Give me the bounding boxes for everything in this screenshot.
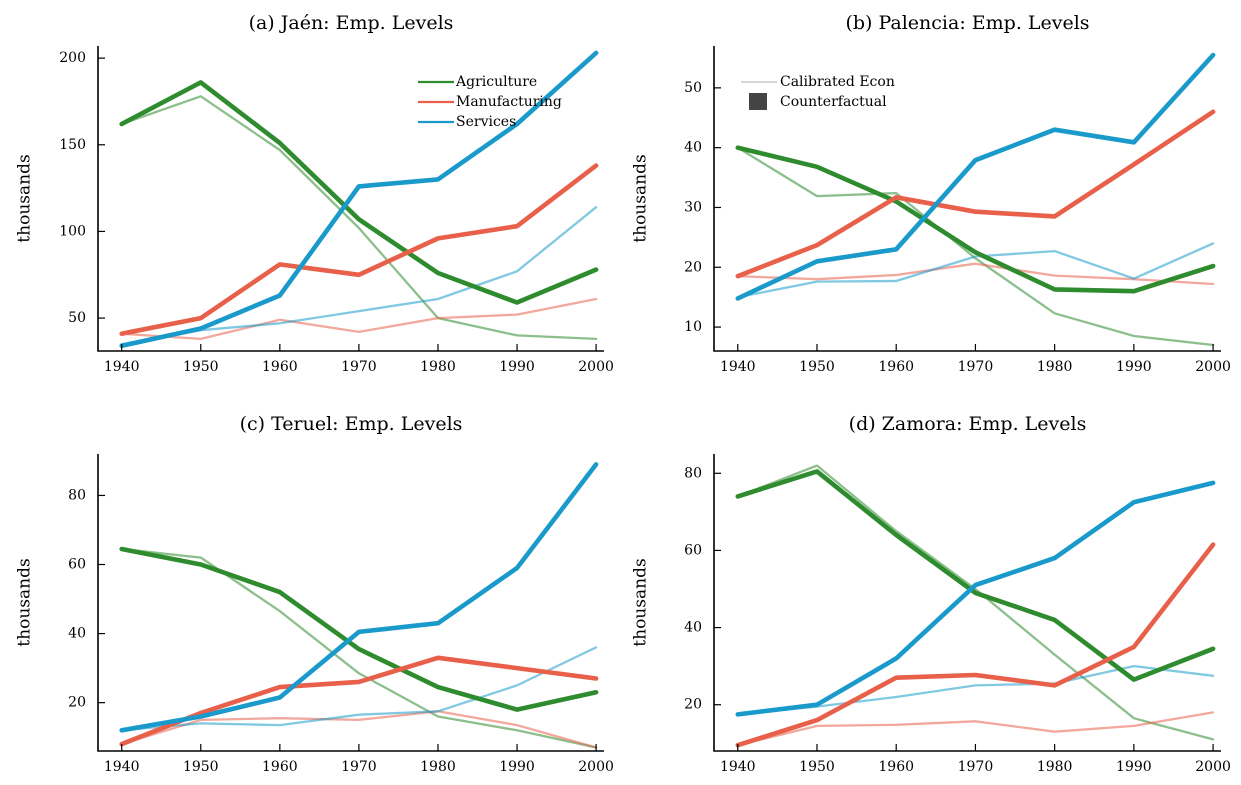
y-axis-label: thousands [15,558,35,646]
x-tick-label: 1990 [499,759,535,775]
series-line-manufacturing-calibrated [120,710,598,749]
series-line-services-counterfactual [119,462,599,733]
y-tick-label: 60 [68,557,86,573]
series-line-agriculture-counterfactual [735,469,1216,682]
series-line-services-counterfactual [735,52,1216,301]
x-tick-label: 1990 [1116,359,1152,375]
x-tick-label: 1960 [878,359,914,375]
series-line-manufacturing-counterfactual [735,109,1216,279]
series-line-agriculture-calibrated [736,464,1215,741]
y-tick-label: 20 [684,697,702,713]
x-tick-label: 1980 [420,359,456,375]
series-line-agriculture-counterfactual [735,145,1216,294]
y-tick-label: 10 [684,319,702,335]
legend-label-counterfactual: Counterfactual [780,94,887,110]
x-tick-label: 1960 [878,759,914,775]
x-tick-label: 1970 [958,759,994,775]
x-tick-label: 1940 [720,359,756,375]
legend-swatch-counterfactual [749,93,767,110]
axis-frame [713,46,1221,352]
x-tick-label: 1990 [1116,759,1152,775]
axis-frame [713,454,1221,752]
y-tick-label: 50 [684,80,702,96]
y-tick-label: 40 [684,140,702,156]
series-line-manufacturing-counterfactual [119,163,599,337]
y-axis-label: thousands [631,558,651,646]
x-tick-label: 1980 [1037,359,1073,375]
x-tick-label: 1960 [262,359,298,375]
y-tick-label: 20 [684,259,702,275]
x-tick-label: 2000 [578,359,614,375]
x-tick-label: 1970 [958,359,994,375]
series-line-agriculture-calibrated [120,547,598,749]
series-line-agriculture-counterfactual [119,546,599,712]
series-line-services-counterfactual [735,480,1216,717]
series-line-manufacturing-calibrated [120,297,598,341]
y-tick-label: 60 [684,542,702,558]
x-tick-label: 1980 [1037,759,1073,775]
x-tick-label: 1970 [341,359,377,375]
y-axis-label: thousands [631,154,651,242]
y-tick-label: 100 [59,223,86,239]
x-tick-label: 1950 [183,359,219,375]
x-tick-label: 2000 [1195,359,1231,375]
chart-title: (a) Jaén: Emp. Levels [249,12,454,34]
y-tick-label: 50 [68,310,86,326]
x-tick-label: 1940 [104,759,140,775]
panel-1: (a) Jaén: Emp. Levels thousands 1940 1950 19… [15,12,614,375]
chart-title: (c) Teruel: Emp. Levels [240,413,463,435]
x-tick-label: 1970 [341,759,377,775]
panel-3: (c) Teruel: Emp. Levels thousands 1940 1950… [15,413,614,775]
y-tick-label: 150 [59,137,86,153]
legend-label-manufacturing: Manufacturing [456,94,562,110]
x-tick-label: 2000 [578,759,614,775]
series-line-services-calibrated [120,646,598,732]
y-tick-label: 30 [684,199,702,215]
x-tick-label: 1950 [799,359,835,375]
series-line-agriculture-counterfactual [119,80,599,305]
axis-frame [97,454,604,752]
y-tick-label: 200 [59,50,86,66]
x-tick-label: 1940 [720,759,756,775]
legend-styles: Calibrated Econ Counterfactual [741,74,895,110]
series-line-manufacturing-calibrated [736,711,1215,747]
series-line-agriculture-calibrated [120,95,598,341]
y-tick-label: 40 [684,620,702,636]
legend-sectors: Agriculture Manufacturing Services [418,74,562,130]
x-tick-label: 1960 [262,759,298,775]
y-tick-label: 80 [68,487,86,503]
series-line-manufacturing-counterfactual [735,542,1216,748]
x-tick-label: 1950 [799,759,835,775]
panel-4: (d) Zamora: Emp. Levels thousands 1940 1950… [631,413,1231,775]
chart-title: (b) Palencia: Emp. Levels [845,12,1089,34]
y-tick-label: 40 [68,626,86,642]
x-tick-label: 1990 [499,359,535,375]
legend-label-calibrated: Calibrated Econ [780,74,895,90]
legend-label-services: Services [456,114,516,130]
legend-label-agriculture: Agriculture [455,74,537,90]
y-tick-label: 80 [684,465,702,481]
series-line-manufacturing-counterfactual [119,655,599,747]
x-tick-label: 1940 [104,359,140,375]
series-line-agriculture-calibrated [736,146,1215,347]
x-tick-label: 1980 [420,759,456,775]
y-tick-label: 20 [68,695,86,711]
series-line-services-calibrated [736,242,1215,299]
y-axis-label: thousands [15,154,35,242]
x-tick-label: 2000 [1195,759,1231,775]
panel-2: (b) Palencia: Emp. Levels thousands 1940 19… [631,12,1231,375]
x-tick-label: 1950 [183,759,219,775]
axis-frame [97,46,604,352]
series-line-services-counterfactual [119,50,599,349]
chart-title: (d) Zamora: Emp. Levels [849,413,1087,435]
